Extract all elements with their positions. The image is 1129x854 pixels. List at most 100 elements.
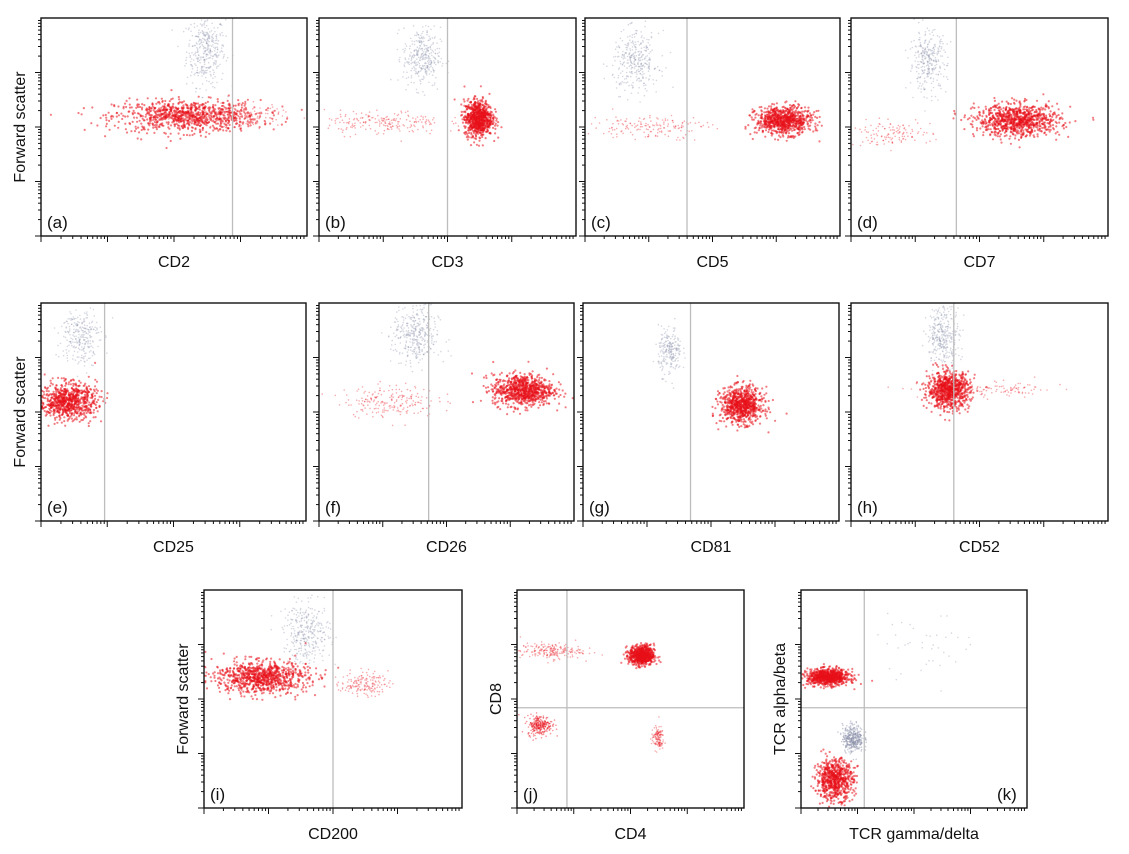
event-point <box>641 67 643 70</box>
event-point <box>179 110 182 113</box>
event-point <box>215 113 218 115</box>
event-point <box>472 107 475 110</box>
event-point <box>1065 125 1068 129</box>
event-point <box>124 128 127 131</box>
event-point <box>935 58 937 61</box>
event-point <box>220 122 222 125</box>
event-point <box>473 129 476 132</box>
event-point <box>197 40 200 43</box>
event-point <box>151 105 154 108</box>
event-point <box>77 111 80 115</box>
event-point <box>927 72 929 75</box>
event-point <box>637 61 639 64</box>
event-point <box>218 115 221 117</box>
event-point <box>423 43 425 46</box>
event-point <box>477 122 480 125</box>
event-point <box>137 103 140 106</box>
event-point <box>922 55 924 57</box>
event-point <box>220 111 222 114</box>
event-point <box>414 54 416 57</box>
event-point <box>437 59 439 62</box>
event-point <box>208 116 211 119</box>
event-point <box>185 51 188 53</box>
event-point <box>639 59 642 61</box>
event-point <box>482 119 485 122</box>
event-point <box>188 121 191 124</box>
event-point <box>240 129 243 132</box>
event-point <box>411 55 414 58</box>
event-point <box>480 111 483 114</box>
event-point <box>203 115 206 118</box>
event-point <box>645 128 648 130</box>
event-point <box>422 30 424 33</box>
event-point <box>629 56 632 59</box>
event-point <box>337 127 340 130</box>
event-point <box>228 109 231 112</box>
event-point <box>415 50 418 52</box>
event-point <box>121 117 124 121</box>
event-point <box>924 34 926 37</box>
event-point <box>1018 127 1021 130</box>
event-point <box>1045 114 1048 117</box>
event-point <box>475 125 478 128</box>
event-point <box>643 66 646 68</box>
event-point <box>927 43 929 45</box>
event-point <box>764 120 767 123</box>
event-point <box>374 118 377 120</box>
event-point <box>659 125 662 127</box>
event-point <box>238 116 241 119</box>
event-point <box>211 40 213 43</box>
event-point <box>416 73 419 75</box>
event-point <box>429 37 431 40</box>
event-point <box>201 103 205 106</box>
event-point <box>206 19 209 21</box>
event-point <box>645 49 648 52</box>
event-point <box>469 117 472 120</box>
event-point <box>649 59 652 61</box>
event-point <box>201 56 203 58</box>
event-point <box>648 52 650 55</box>
event-point <box>211 34 214 36</box>
event-point <box>921 65 924 68</box>
event-point <box>418 40 421 42</box>
event-point <box>416 51 418 53</box>
event-point <box>658 69 661 72</box>
event-point <box>940 73 942 75</box>
event-point <box>153 106 156 109</box>
event-point <box>927 49 930 52</box>
event-point <box>630 54 632 57</box>
event-point <box>806 122 809 125</box>
event-point <box>939 66 941 69</box>
event-point <box>416 63 419 66</box>
event-point <box>666 119 669 121</box>
event-point <box>1009 102 1013 106</box>
event-point <box>108 128 111 131</box>
event-point <box>927 61 929 63</box>
event-point <box>204 50 207 52</box>
event-point <box>467 136 470 139</box>
event-point <box>212 73 215 76</box>
event-point <box>382 133 385 135</box>
event-point <box>214 112 217 116</box>
event-point <box>193 26 196 29</box>
event-point <box>421 67 424 70</box>
event-point <box>642 77 644 79</box>
event-point <box>926 54 929 57</box>
event-point <box>240 114 243 116</box>
event-point <box>933 52 936 55</box>
event-point <box>483 110 486 113</box>
event-point <box>674 125 677 127</box>
event-point <box>207 34 209 37</box>
event-point <box>917 60 919 63</box>
event-point <box>427 119 430 121</box>
event-point <box>245 115 248 118</box>
event-point <box>254 122 257 125</box>
event-point <box>618 55 620 58</box>
event-point <box>645 50 647 52</box>
event-point <box>482 113 485 116</box>
event-point <box>252 108 254 110</box>
event-point <box>648 38 650 41</box>
event-point <box>354 127 356 129</box>
event-point <box>928 62 931 65</box>
event-point <box>222 45 225 48</box>
